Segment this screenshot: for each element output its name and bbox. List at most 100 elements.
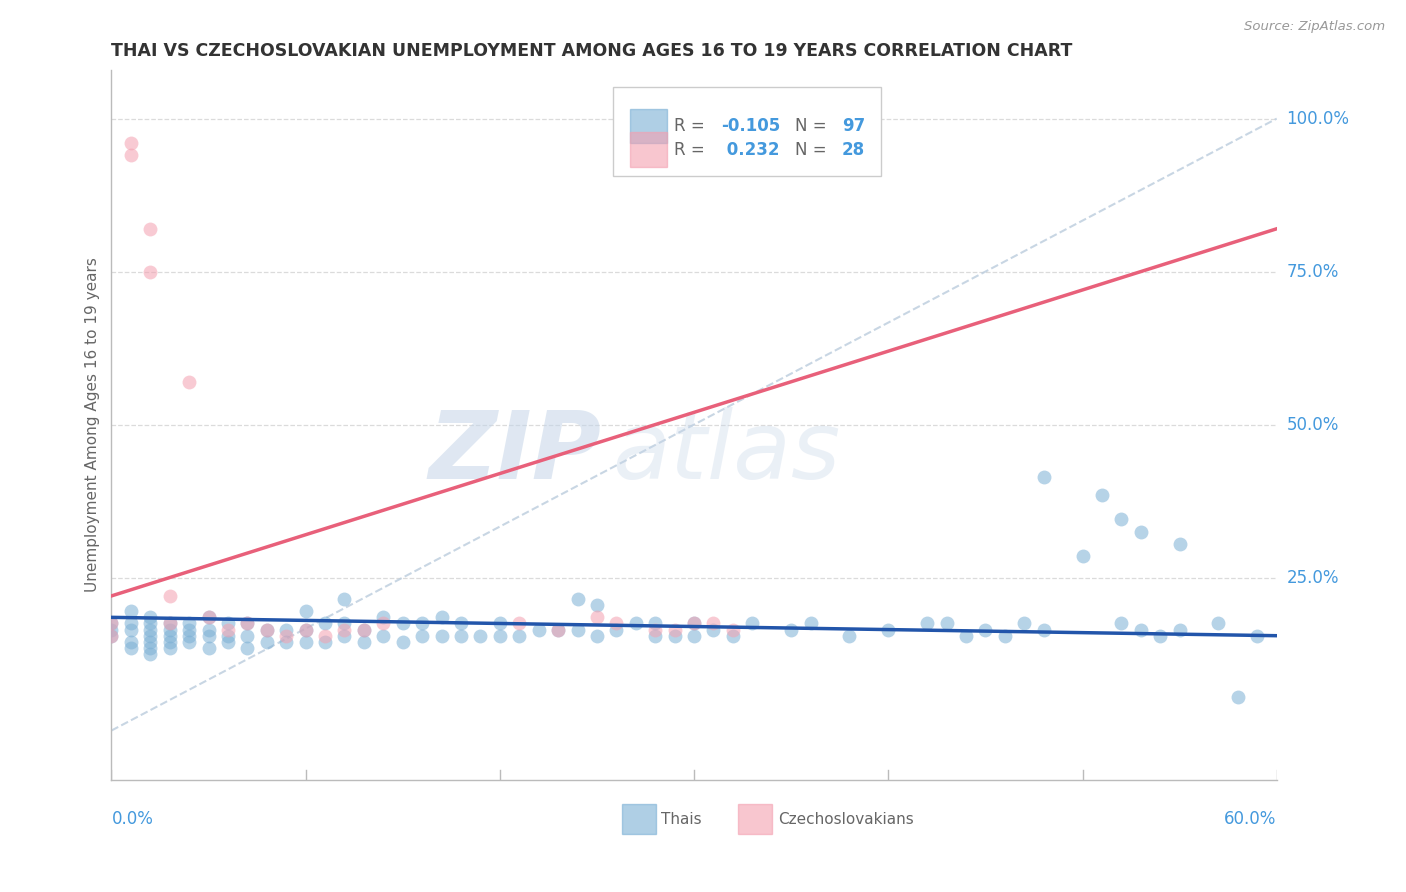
Point: [276, 629, 298, 643]
Point: [100, 629, 122, 643]
Point: [1226, 690, 1249, 704]
Point: [470, 629, 492, 643]
Point: [1246, 629, 1268, 643]
Point: [411, 629, 433, 643]
Text: 0.232: 0.232: [721, 141, 779, 159]
Point: [373, 629, 395, 643]
Point: [586, 598, 609, 612]
Point: [1091, 488, 1114, 502]
Point: [450, 629, 472, 643]
Point: [411, 616, 433, 631]
Point: [197, 640, 219, 655]
Point: [721, 629, 744, 643]
Point: [276, 623, 298, 637]
Point: [683, 616, 706, 631]
Point: [1032, 469, 1054, 483]
Text: R =: R =: [675, 117, 710, 135]
Point: [1071, 549, 1094, 563]
Point: [256, 635, 278, 649]
Point: [644, 629, 666, 643]
Point: [955, 629, 977, 643]
Point: [159, 629, 181, 643]
Point: [702, 616, 724, 631]
Point: [139, 647, 162, 661]
Text: 28: 28: [842, 141, 865, 159]
Point: [915, 616, 938, 631]
Point: [935, 616, 957, 631]
Point: [159, 616, 181, 631]
Text: Czechoslovakians: Czechoslovakians: [778, 812, 914, 827]
Point: [489, 616, 512, 631]
Text: 25.0%: 25.0%: [1286, 568, 1339, 587]
Point: [159, 589, 181, 603]
Text: 50.0%: 50.0%: [1286, 416, 1339, 434]
Point: [624, 616, 647, 631]
Text: 60.0%: 60.0%: [1225, 810, 1277, 828]
Point: [800, 616, 823, 631]
Point: [139, 221, 162, 235]
Point: [741, 616, 763, 631]
Point: [547, 623, 569, 637]
Point: [586, 629, 609, 643]
Point: [1149, 629, 1171, 643]
Point: [159, 640, 181, 655]
Point: [236, 640, 259, 655]
Point: [100, 616, 122, 631]
Point: [567, 592, 589, 607]
Point: [217, 616, 239, 631]
Point: [333, 616, 356, 631]
Point: [120, 148, 142, 162]
FancyBboxPatch shape: [621, 805, 655, 834]
Point: [197, 629, 219, 643]
FancyBboxPatch shape: [630, 109, 668, 144]
Point: [177, 623, 200, 637]
FancyBboxPatch shape: [738, 805, 772, 834]
Point: [139, 629, 162, 643]
Point: [391, 635, 413, 649]
Point: [353, 635, 375, 649]
Text: N =: N =: [796, 117, 832, 135]
Point: [780, 623, 803, 637]
Point: [100, 623, 122, 637]
Point: [1111, 616, 1133, 631]
Point: [294, 623, 316, 637]
Point: [527, 623, 550, 637]
Point: [1129, 623, 1152, 637]
Point: [683, 616, 706, 631]
Point: [877, 623, 900, 637]
Point: [120, 604, 142, 618]
Point: [1168, 623, 1191, 637]
Point: [1012, 616, 1035, 631]
Point: [294, 623, 316, 637]
Point: [567, 623, 589, 637]
Text: 97: 97: [842, 117, 865, 135]
Point: [314, 629, 336, 643]
FancyBboxPatch shape: [630, 132, 668, 167]
Text: R =: R =: [675, 141, 710, 159]
Point: [664, 623, 686, 637]
Text: -0.105: -0.105: [721, 117, 780, 135]
Point: [721, 623, 744, 637]
Point: [276, 635, 298, 649]
Point: [508, 616, 530, 631]
Point: [120, 136, 142, 150]
Text: ZIP: ZIP: [427, 407, 600, 499]
Point: [197, 610, 219, 624]
Point: [197, 623, 219, 637]
Point: [159, 616, 181, 631]
Point: [1208, 616, 1230, 631]
Point: [314, 635, 336, 649]
Point: [139, 610, 162, 624]
Point: [974, 623, 997, 637]
Point: [586, 610, 609, 624]
Point: [664, 629, 686, 643]
Point: [838, 629, 860, 643]
Point: [333, 592, 356, 607]
Point: [683, 629, 706, 643]
Point: [177, 635, 200, 649]
Point: [294, 604, 316, 618]
Point: [1168, 537, 1191, 551]
Point: [197, 610, 219, 624]
Text: N =: N =: [796, 141, 832, 159]
Point: [217, 623, 239, 637]
